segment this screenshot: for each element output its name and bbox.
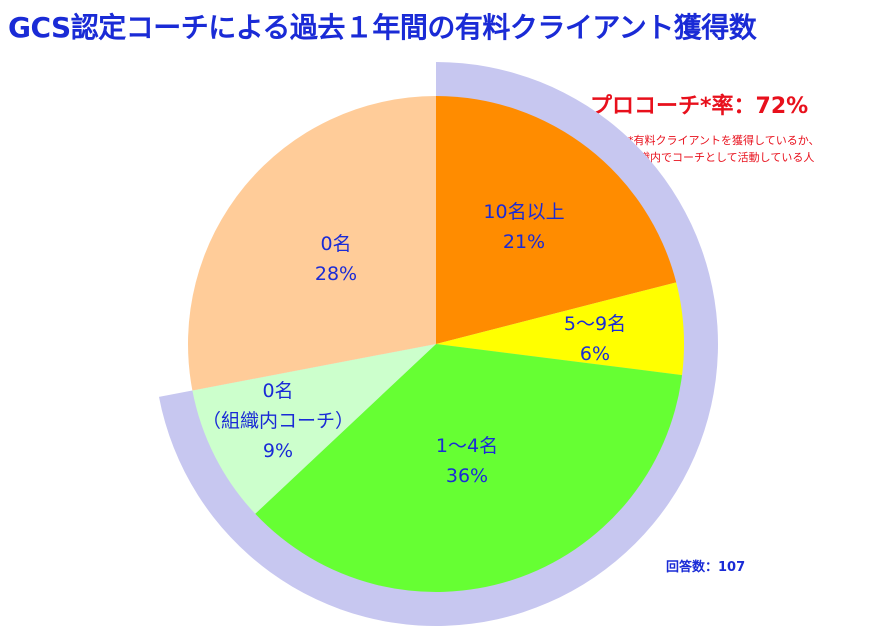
pie-slice-label-line: 0名	[320, 233, 351, 255]
pie-slice-label-line: 21%	[503, 231, 545, 253]
pie-slice-label-1: 10名以上 21%	[483, 201, 564, 253]
pie-slice-label-line: 9%	[263, 440, 293, 462]
pie-slice-label-5: 0名 28%	[315, 233, 357, 285]
chart-title: GCS認定コーチによる過去１年間の有料クライアント獲得数	[8, 11, 757, 44]
respondent-count: 回答数：107	[666, 560, 746, 575]
pie-slice-3	[255, 344, 683, 592]
pie-slice-label-3: 1～4名 36%	[436, 435, 498, 487]
pie-slice-label-line: 1～4名	[436, 435, 498, 457]
pie-slices-layer	[187, 96, 684, 592]
pie-slice-5	[187, 96, 436, 391]
pie-slice-label-line: （組織内コーチ）	[202, 410, 354, 432]
pie-slice-label-line: 6%	[580, 343, 610, 365]
pie-slice-2	[436, 282, 684, 376]
pie-slice-label-line: 28%	[315, 263, 357, 285]
pie-slice-1	[436, 96, 677, 344]
footnote-line-1: *有料クライアントを獲得しているか、	[628, 134, 820, 147]
pie-slice-4	[192, 344, 436, 514]
pro-coach-footnote: *有料クライアントを獲得しているか、 組織内でコーチとして活動している人	[628, 132, 820, 166]
pie-slice-label-2: 5～9名 6%	[564, 313, 626, 365]
pie-slice-label-line: 10名以上	[483, 201, 564, 223]
pie-slice-label-line: 5～9名	[564, 313, 626, 335]
pie-labels-layer: 10名以上 21%5～9名 6%1～4名 36%0名（組織内コーチ） 9%0名 28%	[202, 201, 626, 487]
pro-coach-rate: プロコーチ*率：72%	[590, 94, 809, 119]
pie-slice-label-line: 0名	[262, 380, 293, 402]
pie-slice-label-line: 36%	[446, 465, 488, 487]
pie-slice-label-4: 0名 （組織内コーチ） 9%	[202, 380, 354, 462]
footnote-line-2: 組織内でコーチとして活動している人	[628, 151, 815, 164]
